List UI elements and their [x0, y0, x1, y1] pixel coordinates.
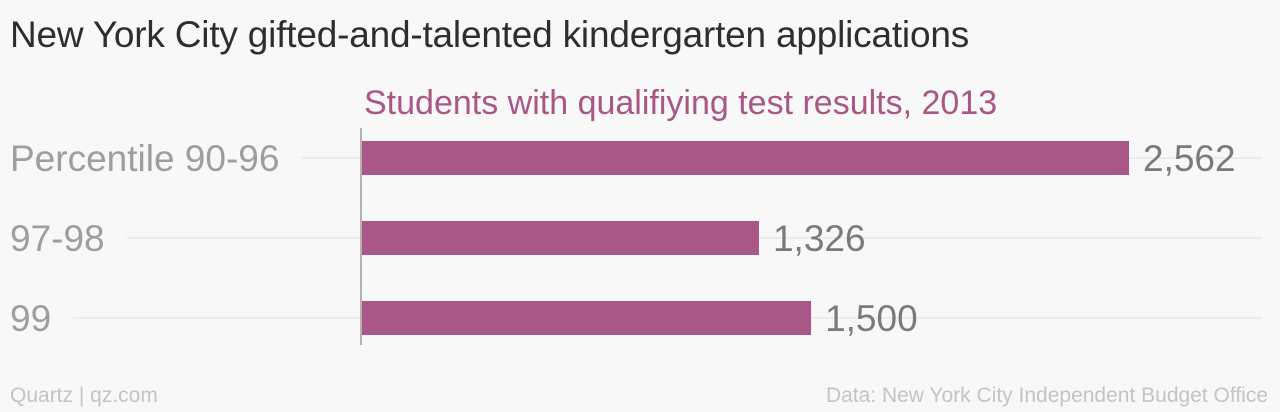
value-label: 1,500	[825, 298, 918, 339]
category-label: Percentile 90-96	[10, 138, 279, 179]
category-label: 97-98	[10, 218, 105, 259]
footer-credit: Quartz | qz.com	[10, 384, 158, 407]
category-label: 99	[10, 298, 51, 339]
series-label: Students with qualifiying test results, …	[364, 84, 997, 122]
bar	[362, 301, 812, 335]
bars	[362, 141, 1129, 335]
chart-title: New York City gifted-and-talented kinder…	[10, 14, 969, 55]
value-labels: 2,562 1,326 1,500	[773, 138, 1236, 339]
bar	[362, 221, 759, 255]
value-label: 2,562	[1143, 138, 1236, 179]
bar	[362, 141, 1129, 175]
value-label: 1,326	[773, 218, 866, 259]
category-labels: Percentile 90-96 97-98 99	[10, 138, 279, 339]
footer-source: Data: New York City Independent Budget O…	[825, 384, 1268, 407]
